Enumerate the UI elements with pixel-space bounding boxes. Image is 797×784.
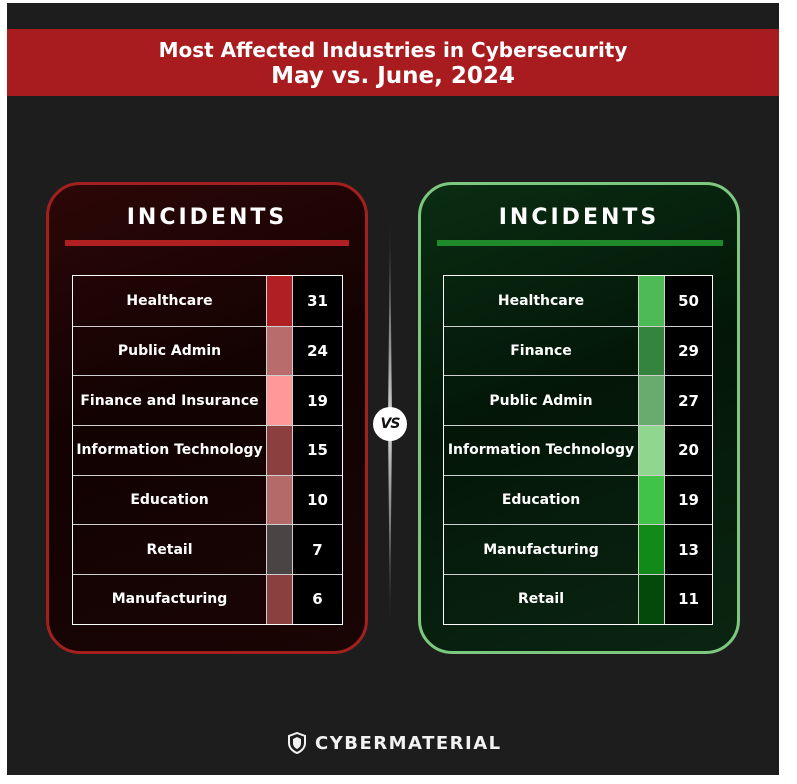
june-panel-title: INCIDENTS — [498, 205, 660, 230]
may-color-swatch — [267, 575, 293, 624]
june-incident-count: 19 — [665, 475, 712, 525]
may-industry-label: Retail — [73, 525, 267, 575]
june-industry-label: Manufacturing — [444, 525, 639, 575]
may-panel: INCIDENTS Healthcare 31 Public Admin 24 Fina… — [46, 182, 368, 654]
june-incident-count: 20 — [665, 426, 712, 475]
june-industry-label: Retail — [444, 575, 639, 624]
june-color-swatch — [639, 426, 665, 475]
june-panel-rule — [437, 240, 723, 246]
may-table-row: Public Admin 24 — [73, 325, 342, 376]
june-color-swatch — [639, 376, 665, 426]
june-table-row: Education 19 — [444, 474, 712, 525]
june-color-swatch — [639, 276, 665, 326]
june-industry-label: Finance — [444, 326, 639, 376]
june-table-row: Healthcare 50 — [444, 276, 712, 326]
june-color-swatch — [639, 575, 665, 624]
june-table-row: Public Admin 27 — [444, 375, 712, 426]
may-color-swatch — [267, 426, 293, 475]
june-industry-label: Information Technology — [444, 426, 639, 475]
june-industry-label: Public Admin — [444, 376, 639, 426]
may-incident-count: 31 — [293, 276, 342, 326]
may-incident-count: 10 — [293, 475, 342, 525]
may-color-swatch — [267, 525, 293, 575]
may-table-row: Manufacturing 6 — [73, 574, 342, 624]
may-table-row: Retail 7 — [73, 524, 342, 575]
brand-name: CYBERMATERIAL — [315, 732, 502, 754]
may-incident-count: 19 — [293, 376, 342, 426]
june-incident-count: 13 — [665, 525, 712, 575]
infographic-frame: Most Affected Industries in Cybersecurit… — [7, 3, 779, 775]
june-color-swatch — [639, 525, 665, 575]
shield-icon — [288, 732, 306, 754]
may-color-swatch — [267, 376, 293, 426]
june-table-row: Manufacturing 13 — [444, 524, 712, 575]
june-incident-count: 27 — [665, 376, 712, 426]
chart-subtitle: May vs. June, 2024 — [271, 63, 515, 89]
june-incident-count: 50 — [665, 276, 712, 326]
june-table-row: Retail 11 — [444, 574, 712, 624]
june-panel: INCIDENTS Healthcare 50 Finance 29 Public Ad… — [418, 182, 740, 654]
title-banner: Most Affected Industries in Cybersecurit… — [7, 29, 779, 96]
may-panel-rule — [65, 240, 349, 246]
may-table-row: Education 10 — [73, 474, 342, 525]
may-incident-count: 15 — [293, 426, 342, 475]
june-industry-label: Education — [444, 475, 639, 525]
may-industry-label: Public Admin — [73, 326, 267, 376]
may-table-row: Information Technology 15 — [73, 425, 342, 475]
june-color-swatch — [639, 475, 665, 525]
june-incident-count: 11 — [665, 575, 712, 624]
brand-logo: CYBERMATERIAL — [287, 730, 502, 756]
may-industry-label: Education — [73, 475, 267, 525]
may-incident-count: 24 — [293, 326, 342, 376]
may-incident-count: 7 — [293, 525, 342, 575]
may-industry-label: Manufacturing — [73, 575, 267, 624]
vs-badge: VS — [373, 407, 407, 441]
may-color-swatch — [267, 276, 293, 326]
may-industry-label: Healthcare — [73, 276, 267, 326]
may-incidents-table: Healthcare 31 Public Admin 24 Finance and In… — [72, 275, 343, 625]
may-incident-count: 6 — [293, 575, 342, 624]
may-table-row: Finance and Insurance 19 — [73, 375, 342, 426]
may-table-row: Healthcare 31 — [73, 276, 342, 326]
june-table-row: Finance 29 — [444, 325, 712, 376]
june-table-row: Information Technology 20 — [444, 425, 712, 475]
june-industry-label: Healthcare — [444, 276, 639, 326]
may-color-swatch — [267, 475, 293, 525]
may-color-swatch — [267, 326, 293, 376]
may-panel-title: INCIDENTS — [126, 205, 288, 230]
chart-title: Most Affected Industries in Cybersecurit… — [158, 38, 628, 62]
may-industry-label: Finance and Insurance — [73, 376, 267, 426]
may-industry-label: Information Technology — [73, 426, 267, 475]
june-incidents-table: Healthcare 50 Finance 29 Public Admin 27 Infor… — [443, 275, 713, 625]
june-color-swatch — [639, 326, 665, 376]
june-incident-count: 29 — [665, 326, 712, 376]
